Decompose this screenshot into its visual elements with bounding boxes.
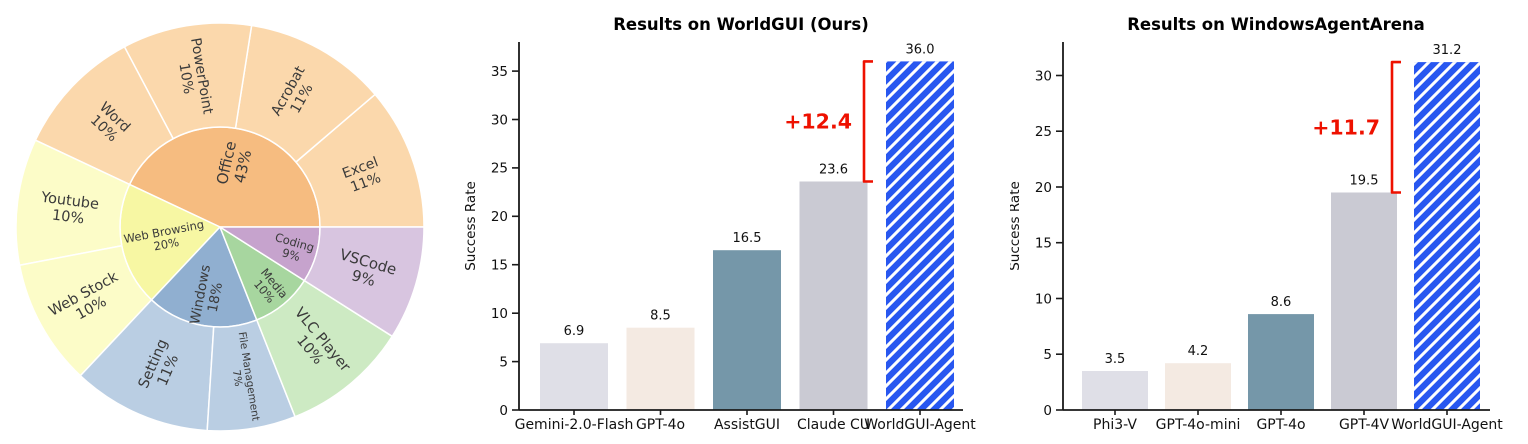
bar-gpt-4v	[1331, 192, 1397, 410]
chart-title: Results on WorldGUI (Ours)	[613, 15, 869, 34]
x-tick-label: GPT-4V	[1339, 417, 1390, 433]
y-tick-label: 20	[491, 209, 508, 225]
y-tick-label: 30	[491, 112, 508, 128]
y-tick-label: 5	[1043, 347, 1052, 363]
y-tick-label: 25	[1035, 124, 1052, 140]
chart-title: Results on WindowsAgentArena	[1127, 15, 1425, 34]
x-tick-label: Claude CU	[797, 417, 870, 433]
y-tick-label: 35	[491, 64, 508, 80]
bar-claude-cu	[799, 181, 868, 410]
y-tick-label: 20	[1035, 180, 1052, 196]
bar-gemini-2-0-flash	[540, 343, 608, 410]
x-tick-label: WorldGUI-Agent	[864, 417, 976, 433]
y-tick-label: 0	[499, 403, 508, 419]
y-tick-label: 15	[1035, 236, 1052, 252]
bar-gpt-4o	[1248, 314, 1314, 410]
sunburst-chart: Excel11%Acrobat11%PowerPoint10%Word10%Of…	[15, 22, 425, 432]
x-tick-label: WorldGUI-Agent	[1391, 417, 1503, 433]
y-tick-label: 10	[1035, 291, 1052, 307]
improvement-bracket	[862, 60, 873, 183]
bar-gpt-4o-mini	[1165, 363, 1231, 410]
bar-value-label: 3.5	[1105, 352, 1126, 367]
sunburst-label-windows-text: Windows18%	[187, 263, 229, 328]
bar-value-label: 4.2	[1188, 344, 1209, 359]
bar-value-label: 19.5	[1350, 174, 1379, 189]
y-tick-label: 25	[491, 161, 508, 177]
y-axis-label: Success Rate	[463, 181, 479, 271]
sunburst-label-windows: Windows18%	[187, 263, 229, 328]
sunburst-label-youtube: Youtube10%	[37, 190, 100, 229]
bar-hatch-overlay	[886, 61, 954, 411]
y-tick-label: 5	[499, 354, 508, 370]
sunburst-outer-wedge-vscode	[303, 226, 425, 338]
bar-value-label: 36.0	[906, 42, 935, 57]
improvement-annotation: +12.4	[784, 109, 852, 133]
bar-assistgui	[713, 250, 781, 410]
bar-hatch-overlay	[1414, 62, 1480, 410]
bar-gpt-4o	[626, 327, 695, 410]
x-tick-label: GPT-4o	[1256, 417, 1305, 433]
worldgui-bar-chart: 6.9 8.5 16.5 23.6 36.0 0 5 10 15 20 25 30 35 Gemini-2…	[463, 15, 976, 433]
y-tick-label: 0	[1043, 403, 1052, 419]
y-tick-label: 15	[491, 258, 508, 274]
sunburst-label-youtube-text: Youtube10%	[37, 190, 100, 229]
x-tick-label: GPT-4o	[636, 417, 685, 433]
task-distribution-sunburst: Excel11% Acrobat11% PowerPoint10% Word10% Of…	[0, 0, 440, 444]
windowsagentarena-bar-chart: 3.5 4.2 8.6 19.5 31.2 0 5 10 15 20 25 30 Phi3-V GPT-4…	[1007, 15, 1503, 433]
x-tick-label: GPT-4o-mini	[1156, 417, 1241, 433]
bar-value-label: 8.6	[1271, 295, 1292, 310]
bar-value-label: 8.5	[650, 309, 671, 324]
worldgui-results-chart: 6.9 8.5 16.5 23.6 36.0 0 5 10 15 20 25 30 35 Gemini-2…	[440, 0, 1010, 444]
x-tick-label: AssistGUI	[714, 417, 780, 433]
y-axis-label: Success Rate	[1010, 181, 1023, 271]
bar-phi3-v	[1082, 371, 1148, 410]
improvement-annotation: +11.7	[1312, 115, 1380, 139]
y-tick-label: 30	[1035, 68, 1052, 84]
bar-value-label: 16.5	[733, 231, 762, 246]
bar-value-label: 23.6	[819, 163, 848, 178]
x-tick-label: Phi3-V	[1093, 417, 1137, 433]
windowsagentarena-results-chart: 3.5 4.2 8.6 19.5 31.2 0 5 10 15 20 25 30 Phi3-V GPT-4…	[1007, 0, 1528, 444]
bar-value-label: 6.9	[564, 324, 585, 339]
x-tick-label: Gemini-2.0-Flash	[515, 417, 634, 433]
bar-value-label: 31.2	[1433, 43, 1462, 58]
improvement-bracket	[1390, 60, 1401, 194]
y-tick-label: 10	[491, 306, 508, 322]
